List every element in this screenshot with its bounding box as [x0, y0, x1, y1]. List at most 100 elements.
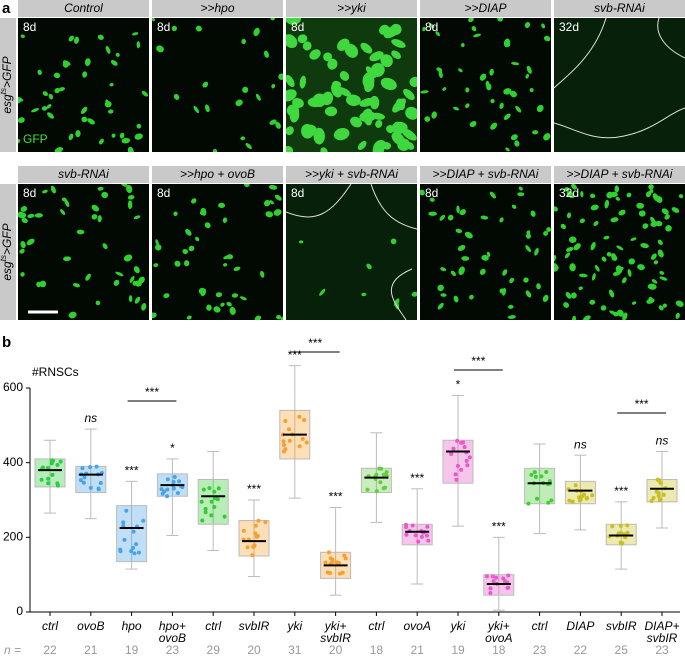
comparison-label: *** — [635, 397, 649, 411]
cells — [18, 184, 147, 319]
cell — [437, 302, 444, 310]
n-value: 21 — [84, 643, 98, 656]
dot — [96, 487, 101, 492]
cell — [650, 221, 659, 227]
cell — [499, 217, 504, 223]
cell — [608, 289, 615, 298]
dot — [381, 472, 386, 477]
cell — [19, 248, 25, 254]
dot — [584, 496, 589, 501]
dot — [529, 472, 534, 477]
cell — [182, 248, 189, 255]
cell — [458, 266, 465, 276]
cells — [152, 184, 283, 320]
cell — [213, 306, 221, 313]
dot — [98, 481, 103, 486]
cells — [420, 186, 551, 319]
row-label-part: >GFP — [0, 223, 14, 255]
cell — [20, 241, 26, 249]
dot — [203, 510, 208, 515]
dot — [342, 553, 347, 558]
cell — [339, 71, 350, 81]
row-label-part: ts — [0, 255, 8, 261]
day-label: 8d — [157, 186, 170, 200]
dot — [88, 465, 93, 470]
cell — [206, 304, 212, 311]
cell — [486, 251, 491, 257]
cell — [109, 83, 114, 87]
cell — [68, 35, 74, 42]
cell — [532, 130, 539, 135]
cell — [344, 43, 359, 58]
cell — [171, 25, 178, 32]
cell — [390, 238, 397, 245]
panel-title: Control — [64, 1, 103, 15]
cell — [286, 146, 294, 152]
cell — [115, 271, 124, 277]
dot — [329, 560, 334, 565]
cell — [289, 108, 300, 123]
cell — [18, 117, 25, 123]
dot — [159, 487, 164, 492]
dot — [580, 493, 585, 498]
n-value: 19 — [125, 643, 139, 656]
panel-label: a — [2, 0, 11, 17]
dot — [255, 533, 260, 538]
cell — [270, 18, 275, 21]
dot — [287, 438, 292, 443]
cell — [657, 239, 663, 246]
significance: ns — [574, 437, 587, 451]
dot — [81, 480, 86, 485]
cell — [97, 186, 104, 191]
dot — [326, 550, 331, 555]
cell — [450, 270, 456, 277]
cell — [141, 90, 149, 97]
cell — [105, 45, 111, 54]
cell — [54, 87, 60, 94]
cell — [514, 140, 520, 147]
cell — [337, 38, 350, 51]
cell — [37, 69, 42, 76]
day-label: 8d — [23, 20, 36, 34]
cell — [436, 67, 443, 72]
dot — [172, 474, 177, 479]
dot — [165, 487, 170, 492]
cell — [136, 41, 141, 49]
cell — [653, 260, 659, 265]
cell — [386, 125, 395, 134]
dot — [212, 504, 217, 509]
cell — [636, 202, 645, 209]
n-label: n = — [4, 643, 21, 656]
x-tick-label: yki+ ovoA — [485, 619, 513, 645]
cell — [471, 26, 477, 32]
n-value: 23 — [166, 643, 180, 656]
comparison-label: *** — [471, 354, 485, 368]
cell — [536, 283, 541, 290]
cell — [486, 83, 492, 91]
dot — [325, 570, 330, 575]
cell — [95, 300, 101, 306]
cell — [505, 147, 510, 152]
cell — [128, 295, 133, 303]
dot — [94, 464, 99, 469]
cell — [461, 42, 465, 48]
dot — [656, 493, 661, 498]
n-value: 22 — [574, 643, 588, 656]
cell — [155, 239, 159, 246]
dot — [121, 523, 126, 528]
cell — [572, 315, 577, 320]
dot — [424, 533, 429, 538]
cell — [18, 96, 24, 102]
dot — [80, 466, 85, 471]
dot — [532, 470, 537, 475]
cell — [195, 25, 202, 32]
cell — [560, 223, 566, 230]
x-tick-label: ctrl — [368, 619, 385, 633]
row-label-part: esg — [0, 261, 14, 281]
cell — [91, 214, 98, 220]
dot — [334, 560, 339, 565]
dot — [567, 498, 572, 503]
day-label: 32d — [559, 186, 579, 200]
cell — [468, 18, 474, 23]
cell — [438, 70, 443, 79]
